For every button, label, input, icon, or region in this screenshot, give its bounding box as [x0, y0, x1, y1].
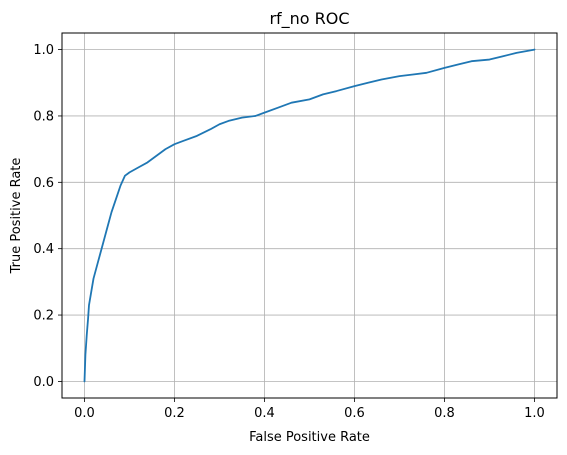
x-tick-label: 0.4: [254, 406, 275, 421]
x-tick-label: 0.0: [74, 406, 95, 421]
y-tick-label: 0.0: [33, 375, 54, 390]
y-axis-label: True Positive Rate: [9, 158, 24, 275]
y-tick-label: 0.8: [33, 109, 54, 124]
series-layer: [83, 48, 536, 383]
x-tick-label: 0.6: [344, 406, 365, 421]
grid: [62, 33, 557, 398]
x-tick-label: 0.8: [434, 406, 455, 421]
y-tick-label: 0.2: [33, 309, 54, 324]
x-axis-label: False Positive Rate: [249, 430, 370, 445]
plot-frame: [61, 32, 558, 399]
x-tick-label: 0.2: [164, 406, 185, 421]
y-tick-label: 1.0: [33, 43, 54, 58]
roc-curve-line: [83, 48, 536, 383]
x-axis-ticks: 0.0 0.2 0.4 0.6 0.8 1.0: [74, 398, 545, 421]
y-axis-ticks: 0.0 0.2 0.4 0.6 0.8 1.0: [33, 43, 62, 390]
x-tick-label: 1.0: [524, 406, 545, 421]
y-tick-label: 0.4: [33, 242, 54, 257]
y-tick-label: 0.6: [33, 176, 54, 191]
chart-title: rf_no ROC: [269, 9, 349, 29]
